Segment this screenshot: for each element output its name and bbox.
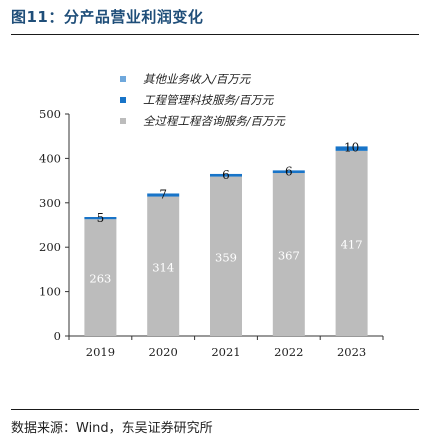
bar-tech-2021 — [210, 173, 242, 177]
title-rule — [11, 34, 419, 35]
bar-tech-2019 — [84, 217, 117, 220]
legend-swatch — [120, 118, 126, 124]
x-tick-label: 2021 — [211, 345, 240, 359]
data-label-consulting-2023: 417 — [341, 237, 363, 251]
data-label-consulting-2021: 359 — [215, 250, 237, 264]
y-tick-label: 300 — [39, 196, 61, 210]
legend-swatch — [120, 76, 126, 82]
bar-consulting-2019 — [84, 219, 117, 336]
data-label-tech-2019: 5 — [97, 211, 105, 225]
chart-title: 图11：分产品营业利润变化 — [11, 8, 204, 26]
y-tick-label: 200 — [39, 240, 61, 254]
bar-tech-2020 — [147, 193, 180, 197]
bar-consulting-2022 — [272, 173, 305, 336]
bar-tech-2022 — [272, 170, 305, 174]
legend-label: 全过程工程咨询服务/百万元 — [143, 114, 286, 128]
y-tick-label: 500 — [39, 107, 61, 121]
data-label-consulting-2020: 314 — [152, 260, 174, 274]
legend-label: 工程管理科技服务/百万元 — [143, 93, 275, 107]
bar-consulting-2021 — [210, 176, 242, 336]
x-tick-label: 2022 — [274, 345, 303, 359]
y-tick-label: 0 — [54, 329, 61, 343]
legend-label: 其他业务收入/百万元 — [143, 72, 252, 86]
source-note: 数据来源：Wind，东吴证券研究所 — [11, 421, 213, 436]
data-label-tech-2023: 10 — [344, 140, 359, 154]
data-label-tech-2022: 6 — [285, 164, 293, 178]
bar-tech-2023 — [335, 146, 368, 151]
data-label-tech-2021: 6 — [222, 168, 230, 182]
y-tick-label: 400 — [39, 151, 61, 165]
data-label-consulting-2022: 367 — [278, 249, 300, 263]
legend-swatch — [120, 97, 126, 103]
x-tick-label: 2020 — [149, 345, 178, 359]
data-label-tech-2020: 7 — [159, 187, 167, 201]
source-rule — [11, 409, 419, 410]
data-label-consulting-2019: 263 — [89, 272, 111, 286]
bar-consulting-2020 — [147, 196, 180, 336]
bar-consulting-2023 — [335, 150, 368, 336]
x-tick-label: 2023 — [337, 345, 366, 359]
y-tick-label: 100 — [39, 285, 61, 299]
x-tick-label: 2019 — [86, 345, 115, 359]
